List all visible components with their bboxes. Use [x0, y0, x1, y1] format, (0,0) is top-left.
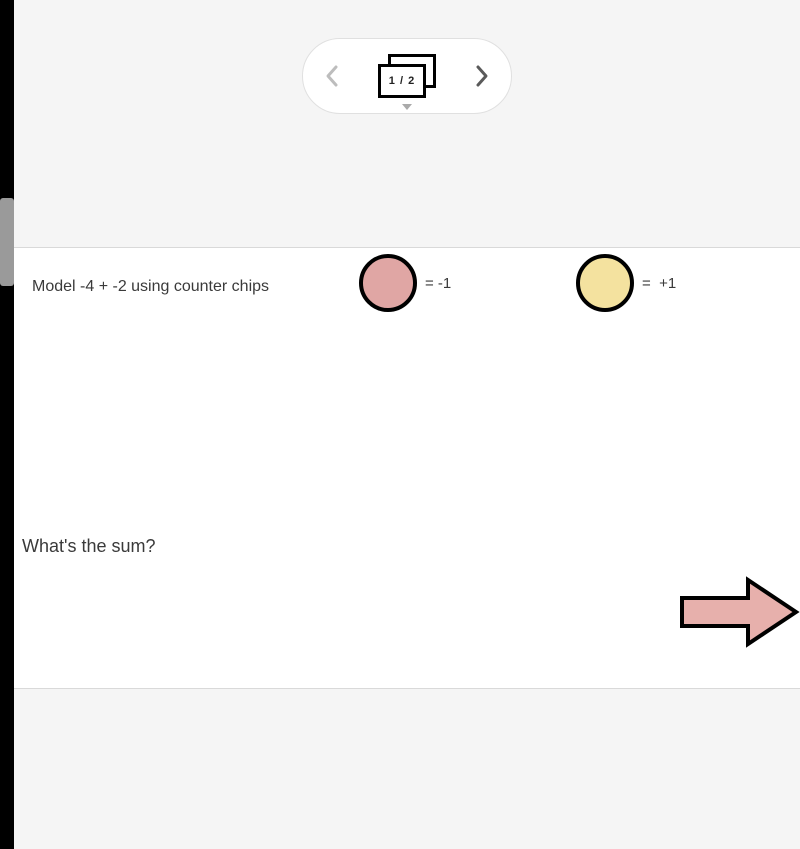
legend-positive: = +1	[576, 254, 676, 312]
slide-pager: 1 / 2	[302, 38, 512, 114]
negative-chip-icon	[359, 254, 417, 312]
chevron-down-icon	[402, 104, 412, 110]
legend-negative: = -1	[359, 254, 451, 312]
scroll-handle[interactable]	[0, 198, 14, 286]
slide-counter: 1 / 2	[389, 75, 415, 87]
legend-negative-label: = -1	[425, 275, 451, 292]
slide-stack-front: 1 / 2	[378, 64, 426, 98]
next-arrow-button[interactable]	[678, 576, 800, 648]
left-black-bar	[0, 0, 14, 849]
top-region: 1 / 2	[14, 0, 800, 248]
instruction-text: Model -4 + -2 using counter chips	[32, 278, 269, 296]
positive-chip-icon	[576, 254, 634, 312]
bottom-region	[14, 689, 800, 849]
slide-selector[interactable]: 1 / 2	[378, 54, 436, 98]
chevron-right-icon	[475, 64, 489, 88]
arrow-right-icon	[678, 576, 800, 648]
question-text: What's the sum?	[22, 536, 156, 557]
next-slide-button[interactable]	[475, 64, 489, 88]
chevron-left-icon	[325, 64, 339, 88]
prev-slide-button[interactable]	[325, 64, 339, 88]
legend-positive-label: = +1	[642, 275, 676, 292]
slide-canvas: Model -4 + -2 using counter chips = -1 =…	[14, 248, 800, 689]
